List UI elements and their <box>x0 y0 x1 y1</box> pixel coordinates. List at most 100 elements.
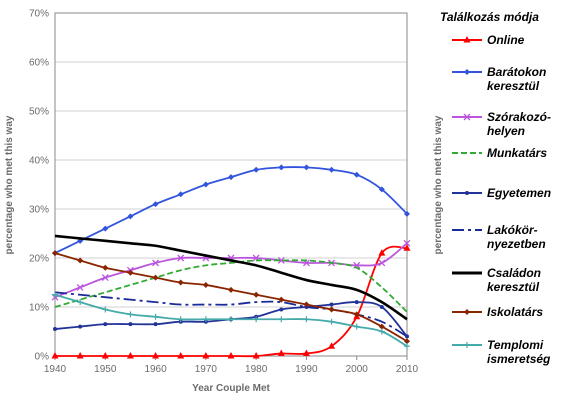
data-point <box>77 257 84 264</box>
data-point <box>228 286 234 293</box>
data-point <box>303 301 310 308</box>
data-point <box>102 306 109 313</box>
y-tick-label: 50% <box>29 107 49 118</box>
legend-label: Iskolatárs <box>487 305 543 319</box>
data-point <box>177 279 184 286</box>
data-point <box>253 291 260 298</box>
data-point <box>202 352 210 359</box>
data-point <box>302 349 310 357</box>
data-point <box>403 239 411 247</box>
data-point <box>378 259 386 267</box>
data-point <box>177 352 185 359</box>
legend-marker <box>464 69 470 75</box>
x-tick-label: 1990 <box>295 364 318 375</box>
data-point <box>378 186 385 193</box>
legend-label: keresztül <box>487 79 540 93</box>
series-6 <box>54 234 408 321</box>
legend-label: ismeretség <box>487 352 551 366</box>
x-tick-label: 1950 <box>94 364 117 375</box>
legend-marker <box>463 36 471 43</box>
data-point <box>329 302 334 307</box>
data-point <box>252 352 260 359</box>
data-point <box>405 334 409 339</box>
x-tick-label: 1970 <box>195 364 218 375</box>
legend-label: Barátokon <box>487 65 546 79</box>
data-point <box>253 316 260 323</box>
y-tick-label: 0% <box>35 352 50 363</box>
data-point <box>153 322 158 327</box>
series-line <box>54 291 408 338</box>
data-point <box>378 323 385 330</box>
data-point <box>52 250 58 257</box>
data-point <box>76 352 84 359</box>
x-tick-label: 2000 <box>346 364 369 375</box>
data-point <box>152 201 159 208</box>
legend-item: Szórakozó-helyen <box>452 110 551 138</box>
y-axis-title: percentage who met this way <box>4 115 15 254</box>
data-point <box>202 181 209 188</box>
data-point <box>152 313 159 320</box>
data-point <box>127 311 134 318</box>
legend-marker <box>463 113 471 121</box>
data-point <box>51 352 59 359</box>
data-point <box>328 166 335 173</box>
data-point <box>228 174 234 181</box>
legend-label: Családon <box>487 266 541 280</box>
data-point <box>279 307 284 312</box>
legend-title: Találkozás módja <box>440 10 539 24</box>
data-point <box>303 164 310 171</box>
data-point <box>152 259 160 267</box>
legend-label: keresztül <box>487 280 540 294</box>
legend-item: Lakókör-nyezetben <box>452 223 546 251</box>
data-point <box>404 343 410 350</box>
data-point <box>101 274 109 282</box>
data-point <box>227 352 235 359</box>
legend-label: nyezetben <box>487 237 546 251</box>
data-point <box>278 296 285 303</box>
data-point <box>202 281 209 288</box>
legend-marker <box>465 191 469 195</box>
data-point <box>303 316 310 323</box>
y-tick-label: 60% <box>29 58 49 69</box>
x-axis-ticks: 1940 1950 1960 1970 1980 1990 2000 2010 <box>44 356 419 375</box>
data-point <box>53 327 57 332</box>
data-point <box>127 213 134 220</box>
legend-marker <box>464 309 470 315</box>
data-point <box>152 352 160 359</box>
data-point <box>328 342 336 349</box>
legend-label: Online <box>487 33 525 47</box>
data-point <box>177 191 184 198</box>
data-point <box>103 322 108 327</box>
data-point <box>127 269 134 276</box>
legend-label: Egyetemen <box>487 186 551 200</box>
data-point <box>277 256 285 264</box>
data-point <box>177 316 184 323</box>
series-8 <box>52 291 410 350</box>
data-point <box>328 318 335 325</box>
y-tick-label: 20% <box>29 254 49 265</box>
data-point <box>52 291 58 298</box>
data-point <box>228 316 234 323</box>
data-point <box>102 264 109 271</box>
data-point <box>101 352 109 359</box>
legend-marker <box>464 342 470 348</box>
data-point <box>379 305 384 309</box>
data-point <box>353 323 360 330</box>
x-tick-label: 2010 <box>396 364 419 375</box>
legend: OnlineBarátokonkeresztülSzórakozó-helyen… <box>452 33 551 366</box>
data-point <box>354 300 359 305</box>
series-3 <box>54 259 408 313</box>
series-line <box>54 234 408 321</box>
series-layer <box>51 164 411 359</box>
y-tick-label: 70% <box>29 9 49 20</box>
y-tick-label: 10% <box>29 303 49 314</box>
y-axis-title-right: percentage who met this way <box>433 115 444 254</box>
x-tick-label: 1960 <box>144 364 167 375</box>
legend-label: Munkatárs <box>487 146 547 160</box>
y-axis-ticks: 0% 10% 20% 30% 40% 50% 60% 70% <box>29 9 49 363</box>
data-point <box>278 164 285 171</box>
